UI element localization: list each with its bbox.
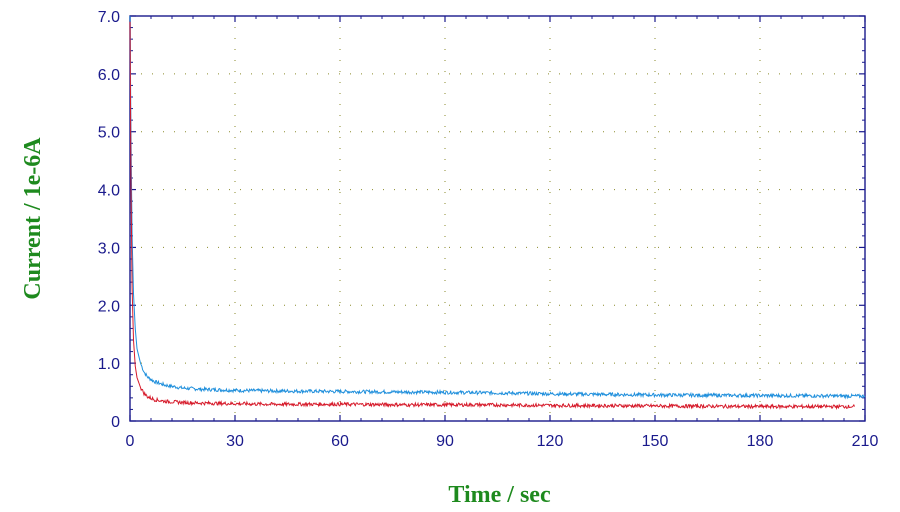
- x-tick-label: 30: [226, 433, 244, 450]
- plot-frame: [129, 15, 866, 422]
- x-tick-label: 180: [747, 433, 774, 450]
- axis-ticks: [129, 15, 866, 422]
- y-axis-title: Current / 1e-6A: [20, 137, 46, 300]
- y-tick-label: 7.0: [98, 9, 120, 26]
- y-tick-label: 2.0: [98, 298, 120, 315]
- series-line-2: [129, 21, 855, 411]
- series-layer: [129, 15, 866, 411]
- grid: [130, 16, 865, 421]
- y-tick-label: 0: [111, 414, 120, 431]
- y-tick-label: 3.0: [98, 240, 120, 257]
- y-tick-label: 4.0: [98, 183, 120, 200]
- x-tick-label: 120: [537, 433, 564, 450]
- series-line-1: [129, 15, 866, 400]
- x-tick-label: 210: [852, 433, 879, 450]
- x-tick-label: 150: [642, 433, 669, 450]
- x-tick-label: 90: [436, 433, 454, 450]
- x-tick-label: 60: [331, 433, 349, 450]
- x-axis-title: Time / sec: [448, 482, 551, 508]
- x-tick-label: 0: [126, 433, 135, 450]
- y-tick-label: 5.0: [98, 125, 120, 142]
- y-tick-label: 6.0: [98, 67, 120, 84]
- y-tick-label: 1.0: [98, 356, 120, 373]
- tick-labels: 0 30 60 90 120 150 180 210 0 1.0 2.0 3.0 4.0 5.0 6.0 7.…: [98, 9, 879, 450]
